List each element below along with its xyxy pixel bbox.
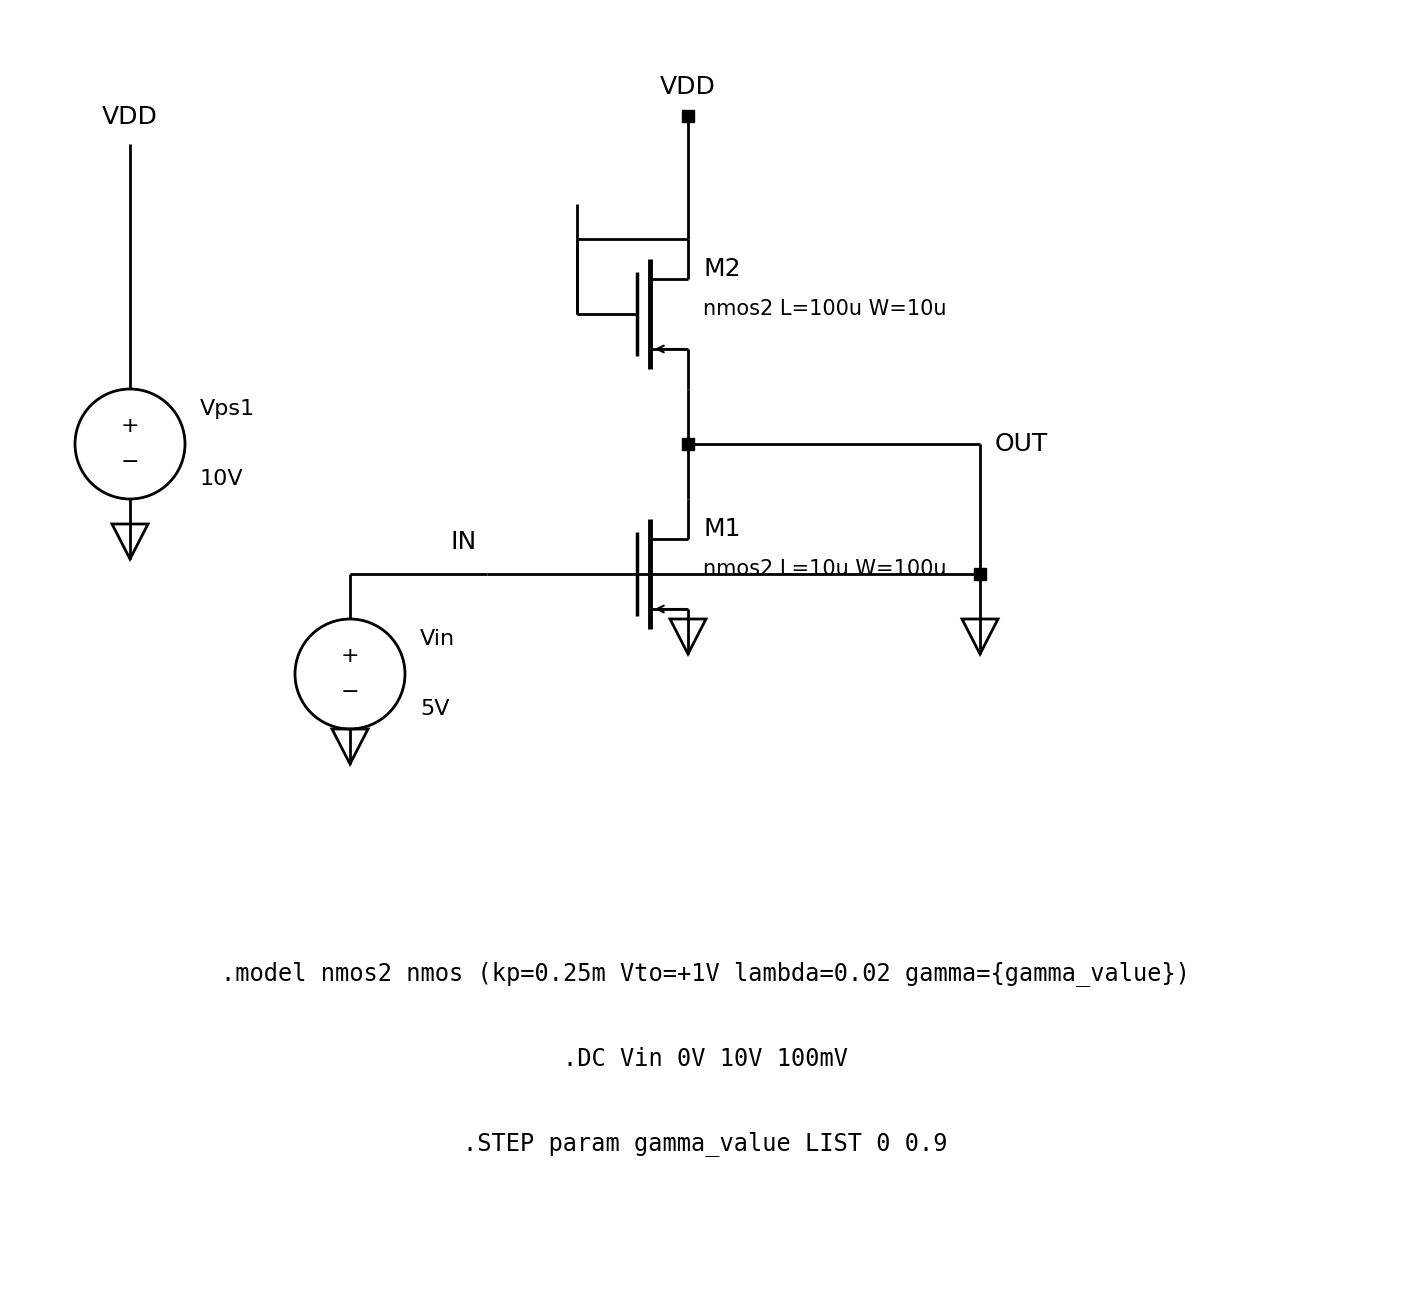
Text: .model nmos2 nmos (kp=0.25m Vto=+1V lambda=0.02 gamma={gamma_value}): .model nmos2 nmos (kp=0.25m Vto=+1V lamb… — [220, 961, 1190, 986]
Text: IN: IN — [451, 531, 477, 554]
Text: .DC Vin 0V 10V 100mV: .DC Vin 0V 10V 100mV — [563, 1047, 847, 1071]
Text: +: + — [341, 646, 360, 666]
Text: −: − — [121, 452, 140, 472]
Text: 10V: 10V — [200, 468, 244, 489]
Text: 5V: 5V — [420, 699, 450, 719]
Text: M1: M1 — [704, 518, 740, 541]
Text: Vps1: Vps1 — [200, 399, 255, 419]
Text: nmos2 L=10u W=100u: nmos2 L=10u W=100u — [704, 559, 946, 578]
Text: VDD: VDD — [660, 75, 716, 100]
Text: nmos2 L=100u W=10u: nmos2 L=100u W=10u — [704, 299, 946, 320]
Text: OUT: OUT — [995, 432, 1048, 455]
Text: Vin: Vin — [420, 629, 455, 650]
Text: M2: M2 — [704, 258, 740, 281]
Text: VDD: VDD — [102, 105, 158, 129]
Text: +: + — [121, 415, 140, 436]
Text: .STEP param gamma_value LIST 0 0.9: .STEP param gamma_value LIST 0 0.9 — [462, 1131, 948, 1157]
Text: −: − — [341, 682, 360, 703]
